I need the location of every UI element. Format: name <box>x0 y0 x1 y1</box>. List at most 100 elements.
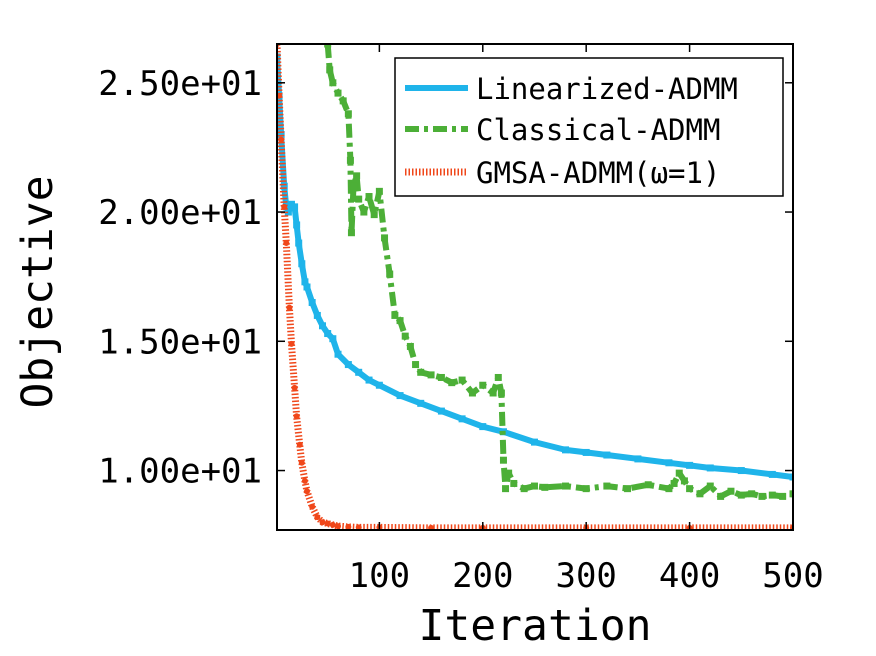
legend-label-classical: Classical-ADMM <box>476 113 720 147</box>
data-point-classical <box>494 373 502 381</box>
x-tick-label: 500 <box>762 556 823 596</box>
data-point-classical <box>717 492 725 500</box>
data-point-gmsa <box>283 240 290 247</box>
data-point-classical <box>497 389 505 397</box>
data-point-linearized <box>634 455 642 463</box>
data-point-linearized <box>284 208 292 216</box>
data-point-classical <box>696 490 704 498</box>
data-point-classical <box>326 66 334 74</box>
data-point-gmsa <box>329 521 336 528</box>
data-point-linearized <box>365 376 373 384</box>
data-point-gmsa <box>319 519 326 526</box>
data-point-gmsa <box>314 514 321 521</box>
data-point-classical <box>789 490 793 498</box>
data-point-linearized <box>479 423 487 431</box>
data-point-classical <box>520 485 528 493</box>
data-point-classical <box>412 361 420 369</box>
legend: Linearized-ADMM Classical-ADMM GMSA-ADMM… <box>394 57 784 197</box>
data-point-classical <box>386 270 394 278</box>
data-point-linearized <box>375 381 383 389</box>
data-point-classical <box>468 389 476 397</box>
data-point-gmsa <box>324 520 331 527</box>
data-point-linearized <box>768 470 776 478</box>
data-point-classical <box>375 187 383 195</box>
y-tick-label: 1.50e+01 <box>98 322 262 362</box>
data-point-linearized <box>334 350 342 358</box>
data-point-linearized <box>295 239 303 247</box>
data-point-linearized <box>329 335 337 343</box>
data-point-gmsa <box>335 523 342 530</box>
data-point-gmsa <box>345 523 352 530</box>
x-tick-label: 200 <box>452 556 513 596</box>
y-tick-label: 1.00e+01 <box>98 452 262 492</box>
data-point-classical <box>562 482 570 490</box>
data-point-gmsa <box>291 384 298 391</box>
data-point-classical <box>417 368 425 376</box>
data-point-classical <box>370 211 378 219</box>
data-point-classical <box>437 373 445 381</box>
data-point-classical <box>505 469 513 477</box>
data-point-classical <box>401 332 409 340</box>
series-line-gmsa <box>277 44 793 530</box>
data-point-linearized <box>396 392 404 400</box>
data-point-linearized <box>318 322 326 330</box>
data-point-linearized <box>706 464 714 472</box>
data-point-classical <box>360 208 368 216</box>
y-tick-label: 2.50e+01 <box>98 64 262 104</box>
data-point-linearized <box>437 407 445 415</box>
data-point-classical <box>665 485 673 493</box>
data-point-classical <box>686 485 694 493</box>
data-point-classical <box>727 487 735 495</box>
data-point-gmsa <box>296 441 303 448</box>
data-point-linearized <box>308 299 316 307</box>
data-point-classical <box>381 234 389 242</box>
data-point-classical <box>624 485 632 493</box>
data-point-gmsa <box>303 488 310 495</box>
data-point-classical <box>448 379 456 387</box>
legend-label-linearized: Linearized-ADMM <box>476 72 738 106</box>
data-point-classical <box>675 469 683 477</box>
x-tick-label: 400 <box>659 556 720 596</box>
data-point-classical <box>758 492 766 500</box>
data-point-linearized <box>737 467 745 475</box>
data-point-classical <box>737 491 745 499</box>
data-point-linearized <box>313 311 321 319</box>
data-point-classical <box>339 97 347 105</box>
y-axis-label: Objective <box>13 176 63 409</box>
data-point-linearized <box>562 446 570 454</box>
x-tick-label: 300 <box>555 556 616 596</box>
data-point-linearized <box>417 399 425 407</box>
y-tick-label: 2.00e+01 <box>98 193 262 233</box>
data-point-linearized <box>530 438 538 446</box>
legend-box <box>394 57 784 197</box>
data-point-linearized <box>458 415 466 423</box>
data-point-linearized <box>280 182 288 190</box>
data-point-gmsa <box>288 340 295 347</box>
data-point-gmsa <box>355 524 362 530</box>
x-tick-label: 100 <box>349 556 410 596</box>
data-point-linearized <box>291 203 299 211</box>
data-point-classical <box>329 79 337 87</box>
data-point-classical <box>510 479 518 487</box>
data-point-gmsa <box>281 203 288 210</box>
data-point-linearized <box>277 130 285 138</box>
data-point-classical <box>706 482 714 490</box>
data-point-classical <box>499 456 507 464</box>
data-point-gmsa <box>286 304 293 311</box>
data-point-gmsa <box>277 92 283 99</box>
data-point-classical <box>489 389 497 397</box>
data-point-classical <box>680 477 688 485</box>
data-point-classical <box>479 381 487 389</box>
data-point-linearized <box>344 361 352 369</box>
data-point-classical <box>347 229 355 237</box>
data-point-gmsa <box>293 413 300 420</box>
data-point-gmsa <box>309 503 316 510</box>
data-point-classical <box>670 479 678 487</box>
data-point-linearized <box>603 451 611 459</box>
data-point-classical <box>458 376 466 384</box>
data-point-classical <box>324 44 332 48</box>
data-point-gmsa <box>298 459 305 466</box>
data-point-classical <box>748 490 756 498</box>
data-point-linearized <box>686 461 694 469</box>
